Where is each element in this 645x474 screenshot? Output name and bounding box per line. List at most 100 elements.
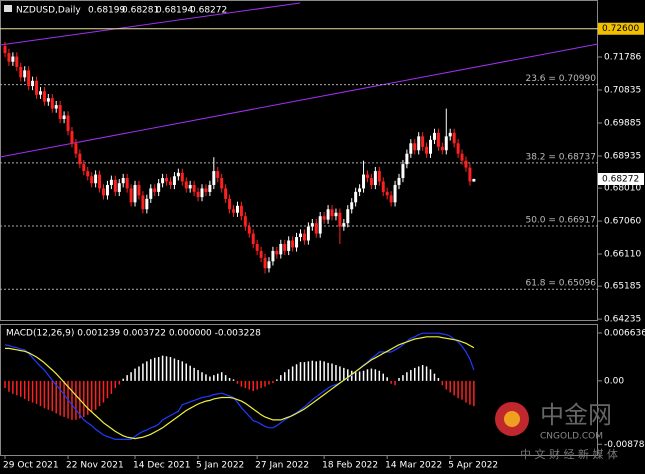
candle-body bbox=[109, 179, 113, 185]
candle-body bbox=[330, 209, 334, 217]
candle-body bbox=[334, 212, 338, 217]
candle-body bbox=[362, 174, 366, 189]
chart-title: NZDUSD,Daily bbox=[16, 6, 81, 16]
trend-line bbox=[0, 43, 599, 158]
candle-body bbox=[176, 172, 180, 177]
candle-body bbox=[472, 178, 476, 182]
price-panel bbox=[0, 0, 598, 321]
candle-body bbox=[235, 205, 239, 213]
candle-body bbox=[220, 178, 224, 189]
candle-body bbox=[113, 179, 117, 192]
x-tick-label: 27 Jan 2022 bbox=[255, 461, 309, 471]
candle-body bbox=[117, 183, 121, 192]
candle-body bbox=[208, 184, 212, 192]
level-label: 0.72600 bbox=[602, 24, 639, 34]
candle-body bbox=[7, 53, 11, 62]
candle-body bbox=[3, 46, 7, 54]
candle-body bbox=[38, 91, 42, 95]
candle-body bbox=[105, 184, 109, 196]
candle-body bbox=[180, 172, 184, 182]
candle-body bbox=[436, 132, 440, 147]
candle-body bbox=[310, 223, 314, 227]
macd-title: MACD(12,26,9) 0.001239 0.003722 0.000000… bbox=[6, 329, 261, 339]
y-tick-label: 0.67060 bbox=[604, 217, 641, 227]
candle-body bbox=[314, 223, 318, 234]
candle-body bbox=[287, 240, 291, 251]
candle-body bbox=[98, 174, 102, 189]
candle-body bbox=[78, 153, 82, 165]
candle-body bbox=[62, 115, 66, 120]
fib-label: 50.0 = 0.66917 bbox=[525, 216, 596, 226]
watermark-slogan: 中 文 财 经 新 媒 体 bbox=[520, 447, 618, 461]
candle-body bbox=[137, 184, 141, 196]
candle-body bbox=[168, 181, 172, 185]
candle-body bbox=[393, 184, 397, 203]
candle-body bbox=[149, 188, 153, 199]
candle-body bbox=[405, 153, 409, 165]
price-tag bbox=[598, 172, 644, 185]
candle-body bbox=[86, 171, 90, 177]
x-tick-label: 18 Feb 2022 bbox=[322, 461, 378, 471]
candle-body bbox=[413, 143, 417, 151]
candle-body bbox=[27, 70, 31, 87]
candle-body bbox=[267, 261, 271, 269]
header-open: 0.68199 bbox=[88, 6, 125, 16]
candle-body bbox=[444, 136, 448, 151]
candle-body bbox=[318, 216, 322, 234]
candle-body bbox=[224, 188, 228, 199]
y-tick-label: 0.00 bbox=[604, 376, 624, 386]
candle-body bbox=[129, 188, 133, 203]
candle-body bbox=[425, 146, 429, 154]
x-tick-label: 22 Nov 2021 bbox=[66, 461, 124, 471]
candle-body bbox=[23, 70, 27, 78]
candle-body bbox=[15, 56, 19, 67]
watermark-brand: 中金网 bbox=[540, 401, 612, 429]
candle-body bbox=[342, 223, 346, 227]
fib-label: 23.6 = 0.70990 bbox=[525, 74, 596, 84]
candle-body bbox=[275, 250, 279, 255]
x-tick-label: 5 Jan 2022 bbox=[196, 461, 244, 471]
candle-body bbox=[141, 195, 145, 210]
candle-body bbox=[74, 143, 78, 154]
candle-body bbox=[11, 56, 15, 62]
fib-label: 38.2 = 0.68737 bbox=[525, 152, 596, 162]
candle-body bbox=[232, 209, 236, 213]
candle-body bbox=[216, 171, 220, 179]
candle-body bbox=[247, 226, 251, 234]
candle-body bbox=[373, 171, 377, 185]
candle-body bbox=[165, 178, 169, 182]
candle-body bbox=[271, 250, 275, 262]
candle-body bbox=[299, 233, 302, 238]
y-tick-label: 0.006636 bbox=[604, 328, 645, 338]
candle-body bbox=[302, 233, 306, 241]
x-tick-label: 5 Apr 2022 bbox=[448, 461, 498, 471]
candle-body bbox=[102, 188, 105, 196]
candle-body bbox=[291, 240, 295, 248]
candle-body bbox=[192, 184, 196, 192]
y-tick-label: 0.71786 bbox=[604, 53, 641, 63]
candle-body bbox=[94, 174, 98, 184]
candle-body bbox=[50, 98, 54, 109]
candle-body bbox=[35, 80, 39, 95]
candle-body bbox=[440, 146, 444, 151]
candle-body bbox=[432, 132, 436, 140]
candle-body bbox=[243, 216, 247, 227]
candle-body bbox=[429, 139, 433, 154]
candle-body bbox=[389, 195, 393, 203]
candle-body bbox=[464, 160, 468, 168]
candle-body bbox=[397, 178, 401, 185]
candle-body bbox=[212, 171, 216, 185]
header-close: 0.68272 bbox=[190, 6, 227, 16]
candle-body bbox=[338, 212, 342, 227]
candle-body bbox=[377, 171, 381, 182]
signal-line bbox=[5, 336, 475, 440]
y-tick-label: 0.70835 bbox=[604, 86, 641, 96]
candle-body bbox=[417, 136, 421, 151]
candle-body bbox=[306, 226, 310, 241]
candle-body bbox=[19, 66, 23, 78]
candle-body bbox=[295, 237, 299, 248]
candle-body bbox=[255, 243, 259, 251]
candle-body bbox=[401, 164, 405, 179]
candle-body bbox=[448, 132, 452, 137]
candle-body bbox=[456, 143, 460, 154]
